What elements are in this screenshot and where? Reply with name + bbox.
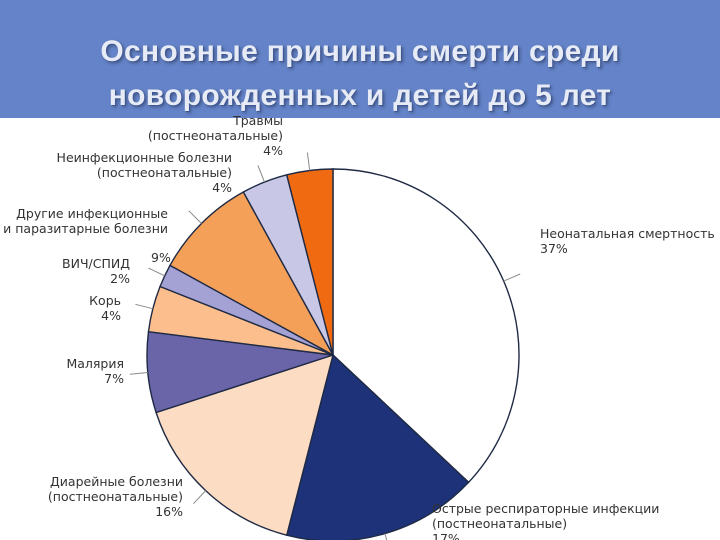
slice-label-острые-респираторные-инфекции: Острые респираторные инфекции xyxy=(432,501,659,516)
slice-value-травмы: 4% xyxy=(263,143,283,158)
leader-line-диарейные-болезни xyxy=(193,490,207,505)
slice-label-травмы-line-2: (постнеонатальные) xyxy=(148,128,283,143)
slice-label-вич-спид: ВИЧ/СПИД xyxy=(62,256,130,271)
title-banner xyxy=(0,0,720,118)
pie-slice-неонатальная-смертность xyxy=(332,168,520,484)
slice-value-другие-инфекционные: 9% xyxy=(151,250,171,265)
slice-label-неонатальная-смертность: Неонатальная смертность xyxy=(540,226,715,241)
slice-value-малярия: 7% xyxy=(104,371,124,386)
title-line-1: Основные причины смерти среди xyxy=(100,35,620,68)
leader-line-травмы xyxy=(306,152,311,171)
slice-value-острые-респираторные-инфекции: 17% xyxy=(432,531,460,540)
pie-slice-диарейные-болезни xyxy=(155,353,334,537)
slice-label-диарейные-болезни-line-2: (постнеонатальные) xyxy=(48,489,183,504)
slice-label-другие-инфекционные-line-2: и паразитарные болезни xyxy=(3,221,168,236)
leader-line-другие-инфекционные xyxy=(188,210,202,224)
slice-label-другие-инфекционные: Другие инфекционные xyxy=(16,206,168,221)
slice-value-корь: 4% xyxy=(101,308,121,323)
slice-value-диарейные-болезни: 16% xyxy=(155,504,183,519)
leader-line-острые-респираторные-инфекции xyxy=(384,533,388,540)
slice-label-острые-респираторные-инфекции-line-2: (постнеонатальные) xyxy=(432,516,567,531)
slice-label-малярия: Малярия xyxy=(66,356,124,371)
slice-label-неинфекционные-болезни: Неинфекционные болезни xyxy=(57,150,232,165)
slice-label-травмы: Травмы xyxy=(232,113,283,128)
slice-label-диарейные-болезни: Диарейные болезни xyxy=(50,474,183,489)
slice-value-неинфекционные-болезни: 4% xyxy=(212,180,232,195)
slice-label-неинфекционные-болезни-line-2: (постнеонатальные) xyxy=(97,165,232,180)
leader-line-неинфекционные-болезни xyxy=(257,165,265,183)
leader-line-неонатальная-смертность xyxy=(503,273,521,282)
slide-title: Основные причины смерти среди новорожден… xyxy=(0,30,720,118)
slice-value-неонатальная-смертность: 37% xyxy=(540,241,568,256)
pie-slice-травмы xyxy=(285,168,334,356)
title-line-2: новорожденных и детей до 5 лет xyxy=(108,79,612,112)
slice-label-корь: Корь xyxy=(89,293,121,308)
leader-line-вич-спид xyxy=(148,267,165,277)
leader-line-малярия xyxy=(129,372,148,375)
leader-line-корь xyxy=(135,303,153,310)
slice-value-вич-спид: 2% xyxy=(110,271,130,286)
